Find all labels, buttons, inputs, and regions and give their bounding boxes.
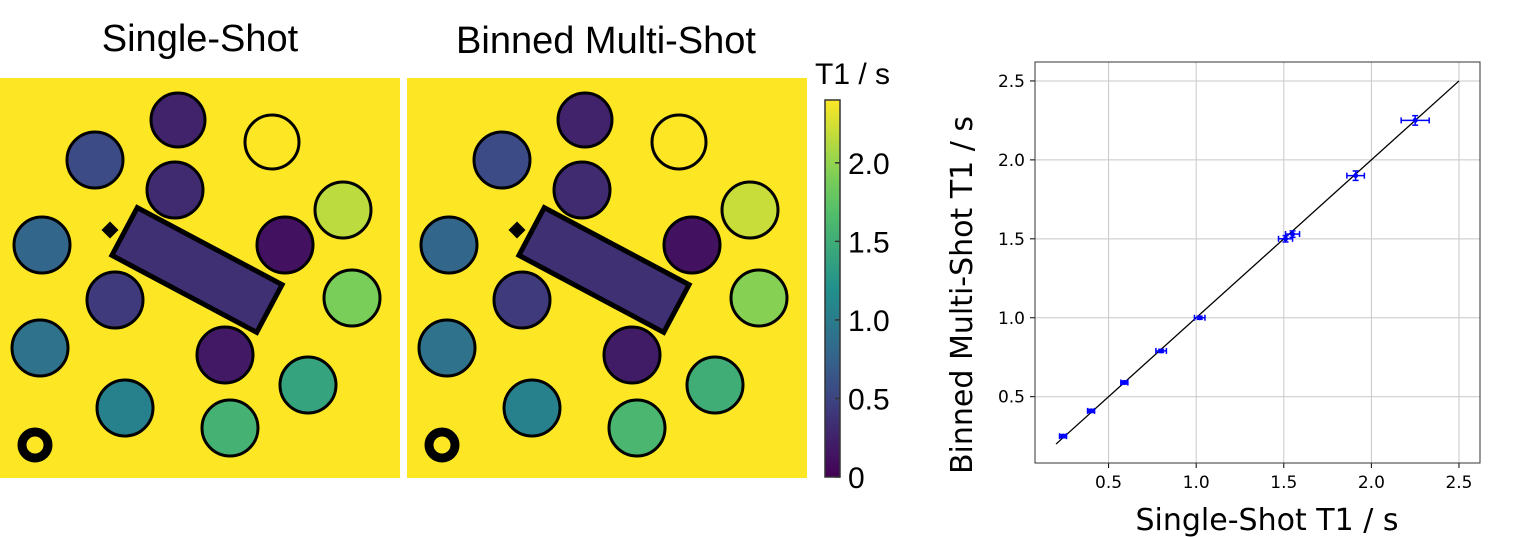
multi-shot-t1-map (407, 78, 807, 478)
colorbar-bar (824, 99, 841, 478)
small-marker (101, 221, 119, 239)
x-tick-label: 1.5 (1270, 473, 1297, 493)
vial (313, 180, 373, 240)
vial (472, 130, 532, 190)
y-tick-label: 0.5 (998, 388, 1025, 408)
vial (145, 160, 205, 220)
data-point (1088, 408, 1094, 414)
y-tick-label: 2.0 (998, 151, 1025, 171)
y-tick-label: 2.5 (998, 72, 1025, 92)
vial (200, 398, 260, 458)
insert-body (108, 204, 286, 336)
vial (502, 378, 562, 438)
vial (278, 355, 338, 415)
vial (607, 398, 667, 458)
data-point (1060, 433, 1066, 439)
colorbar-tick-label: 1.0 (848, 305, 890, 338)
scatter-plot: Single-Shot T1 / s Binned Multi-Shot T1 … (945, 61, 1481, 537)
colorbar-tick-label: 0 (848, 462, 865, 490)
vial (417, 318, 477, 378)
insert-body (515, 204, 693, 336)
y-tick-label: 1.5 (998, 230, 1025, 250)
vial (95, 378, 155, 438)
vial (322, 268, 382, 328)
vial (65, 130, 125, 190)
vial (602, 325, 662, 385)
small-marker (508, 221, 526, 239)
data-point (1412, 117, 1418, 123)
vial (720, 180, 780, 240)
small-ring-vial (424, 427, 460, 463)
x-tick-label: 2.5 (1445, 473, 1472, 493)
vial (12, 215, 72, 275)
data-point (1290, 231, 1296, 237)
x-axis-label: Single-Shot T1 / s (1136, 503, 1399, 537)
x-tick-label: 0.5 (1095, 473, 1122, 493)
vial (243, 113, 301, 171)
vial (552, 160, 612, 220)
colorbar-tick-label: 1.5 (848, 226, 890, 259)
multi-shot-title: Binned Multi-Shot (456, 20, 756, 62)
colorbar-tick-label: 0.5 (848, 383, 890, 416)
vial (195, 325, 255, 385)
vial (685, 355, 745, 415)
vial (729, 268, 789, 328)
data-point (1121, 379, 1127, 385)
vial (492, 270, 552, 330)
y-axis-label: Binned Multi-Shot T1 / s (945, 116, 980, 474)
data-point (1158, 348, 1164, 354)
vial (10, 318, 70, 378)
single-shot-t1-map (0, 78, 400, 478)
identity-line (1055, 80, 1460, 445)
colorbar-tick-label: 2.0 (848, 148, 890, 181)
y-tick-label: 1.0 (998, 309, 1025, 329)
vial (149, 91, 207, 149)
data-point (1283, 236, 1289, 242)
plot-frame (1034, 61, 1481, 464)
vial (556, 91, 614, 149)
rectangular-insert (515, 204, 693, 336)
data-point (1197, 315, 1203, 321)
colorbar: 0 0.5 1.0 1.5 2.0 (824, 99, 890, 490)
vial (662, 215, 722, 275)
data-point (1353, 173, 1359, 179)
x-tick-label: 1.0 (1183, 473, 1210, 493)
single-shot-title: Single-Shot (101, 18, 299, 60)
vial (85, 270, 145, 330)
vial (650, 113, 708, 171)
small-ring-vial (17, 427, 53, 463)
vial (255, 215, 315, 275)
vial (419, 215, 479, 275)
rectangular-insert (108, 204, 286, 336)
colorbar-label: T1 / s (815, 58, 891, 91)
x-tick-label: 2.0 (1358, 473, 1385, 493)
